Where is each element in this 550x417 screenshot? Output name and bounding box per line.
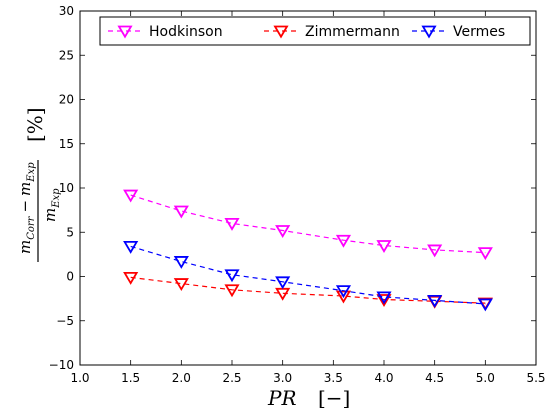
y-tick-label: −5 (56, 314, 74, 328)
data-point (123, 189, 139, 203)
y-label-num-m1: m (16, 240, 34, 254)
data-point (275, 225, 291, 238)
legend-box (99, 16, 531, 46)
y-axis-label: mCorr−mExp mExp [%] (16, 107, 62, 262)
legend-marker (273, 25, 289, 39)
data-point (376, 291, 392, 305)
x-label-unit: [−] (318, 386, 350, 410)
series-line (130, 276, 486, 304)
x-tick-label: 4.0 (374, 371, 393, 385)
series-vermes (123, 241, 493, 312)
svg-text:mExp: mExp (41, 188, 62, 222)
x-tick-label: 3.5 (324, 371, 343, 385)
legend-marker (421, 25, 437, 39)
data-point (275, 276, 291, 290)
data-point (173, 278, 189, 292)
data-point (224, 269, 240, 283)
legend-marker (117, 25, 133, 39)
y-tick-label: 0 (66, 270, 74, 284)
x-label-symbol: PR (267, 386, 297, 410)
data-point (376, 240, 392, 254)
y-label-minus: − (16, 200, 34, 213)
y-label-num-sub2: Exp (26, 162, 37, 183)
x-tick-label: 5.0 (476, 371, 495, 385)
x-tick-label: 3.0 (273, 371, 292, 385)
data-point (335, 290, 352, 304)
series-hodkinson (123, 189, 493, 261)
series-line (130, 194, 486, 254)
axes-frame (79, 10, 537, 366)
data-point (427, 294, 443, 308)
x-tick-label: 4.5 (425, 371, 444, 385)
data-point (173, 205, 189, 219)
x-tick-label: 1.5 (121, 371, 140, 385)
plot-area: 1.0 1.5 2.0 2.5 3.0 3.5 4.0 4.5 5.0 5.5 −10 −5 0 5 10 1… (49, 4, 546, 385)
data-point (224, 217, 240, 231)
y-tick-label: 25 (59, 48, 74, 62)
data-point (335, 234, 352, 248)
data-point (477, 298, 493, 312)
y-tick-label: 15 (59, 137, 74, 151)
legend-label: Hodkinson (149, 24, 223, 40)
y-label-unit: [%] (23, 107, 47, 142)
y-tick-label: 30 (59, 4, 74, 18)
x-tick-label: 2.0 (172, 371, 191, 385)
legend-label: Vermes (453, 24, 505, 40)
legend-label: Zimmermann (305, 24, 400, 40)
y-label-den-sub: Exp (51, 188, 62, 209)
data-point (477, 247, 493, 261)
y-label-den-m: m (41, 208, 59, 222)
y-tick-label: −10 (49, 358, 74, 372)
svg-text:mCorr−mExp: mCorr−mExp (16, 162, 37, 254)
data-point (123, 241, 139, 254)
data-point (173, 256, 189, 269)
x-axis-label: PR [−] (267, 386, 350, 410)
data-point (427, 244, 443, 258)
data-point (224, 284, 240, 298)
series-line (130, 245, 486, 305)
y-label-num-sub1: Corr (26, 215, 37, 239)
x-tick-label: 1.0 (70, 371, 89, 385)
data-point (123, 271, 139, 285)
data-point (376, 294, 392, 307)
x-tick-label: 2.5 (222, 371, 241, 385)
legend: Hodkinson Zimmermann Vermes (99, 16, 531, 46)
y-tick-label: 20 (59, 93, 74, 107)
y-label-num-m2: m (16, 182, 34, 196)
y-tick-label: 5 (66, 225, 74, 239)
x-tick-label: 5.5 (526, 371, 545, 385)
y-tick-label: 10 (59, 181, 74, 195)
data-point (335, 285, 352, 299)
